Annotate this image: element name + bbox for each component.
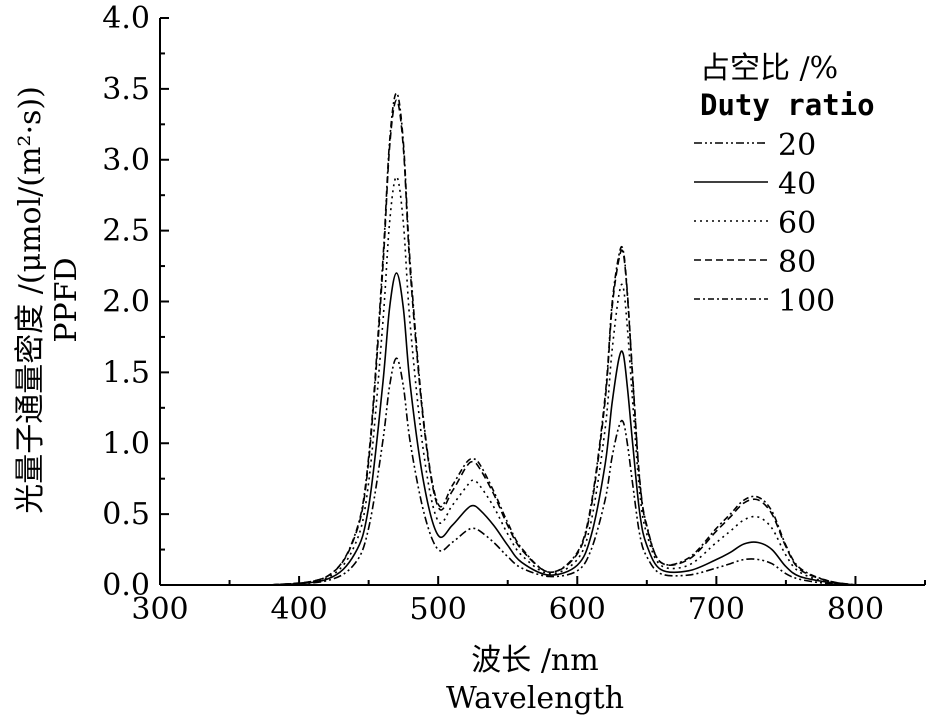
x-axis-title: 波长 /nm Wavelength bbox=[446, 643, 624, 716]
y-tick-label: 2.5 bbox=[102, 214, 150, 249]
y-tick-label: 0.5 bbox=[102, 497, 150, 532]
x-tick-label: 600 bbox=[549, 592, 606, 627]
y-tick-label: 4.0 bbox=[102, 1, 150, 36]
legend-title-en: Duty ratio bbox=[700, 88, 875, 122]
y-axis-title-en: PPFD bbox=[49, 257, 84, 342]
y-axis-title: 光量子通量密度 /(μmol/(m²·s)) PPFD bbox=[13, 86, 84, 514]
y-axis-title-cn: 光量子通量密度 /(μmol/(m²·s)) bbox=[13, 86, 48, 514]
y-tick-label: 2.0 bbox=[102, 285, 150, 320]
y-tick-label: 1.5 bbox=[102, 355, 150, 390]
legend-label-40: 40 bbox=[778, 167, 816, 202]
legend: 占空比 /% Duty ratio 20 40 60 80 100 bbox=[694, 51, 875, 319]
x-tick-label: 800 bbox=[827, 592, 884, 627]
legend-label-20: 20 bbox=[778, 128, 816, 163]
legend-label-80: 80 bbox=[778, 245, 816, 280]
series-lines bbox=[271, 92, 856, 586]
x-tick-label: 400 bbox=[270, 592, 327, 627]
legend-title-cn: 占空比 /% bbox=[700, 51, 838, 86]
legend-entries: 20 40 60 80 100 bbox=[694, 128, 835, 319]
legend-label-100: 100 bbox=[778, 284, 835, 319]
series-line-20 bbox=[271, 357, 856, 586]
x-tick-label: 700 bbox=[688, 592, 745, 627]
legend-label-60: 60 bbox=[778, 206, 816, 241]
y-tick-label: 3.0 bbox=[102, 143, 150, 178]
x-tick-label: 300 bbox=[131, 592, 188, 627]
x-axis-title-cn: 波长 /nm bbox=[471, 643, 598, 678]
x-tick-label: 500 bbox=[410, 592, 467, 627]
y-tick-label: 1.0 bbox=[102, 426, 150, 461]
y-axis-ticks: 0.0 0.5 1.0 1.5 2.0 2.5 3.0 3.5 4.0 bbox=[102, 1, 169, 603]
series-line-40 bbox=[271, 272, 856, 586]
x-axis-title-en: Wavelength bbox=[446, 681, 624, 716]
y-tick-label: 0.0 bbox=[102, 568, 150, 603]
y-tick-label: 3.5 bbox=[102, 72, 150, 107]
x-axis-ticks: 300 400 500 600 700 800 bbox=[131, 576, 926, 627]
series-line-100 bbox=[271, 92, 856, 586]
